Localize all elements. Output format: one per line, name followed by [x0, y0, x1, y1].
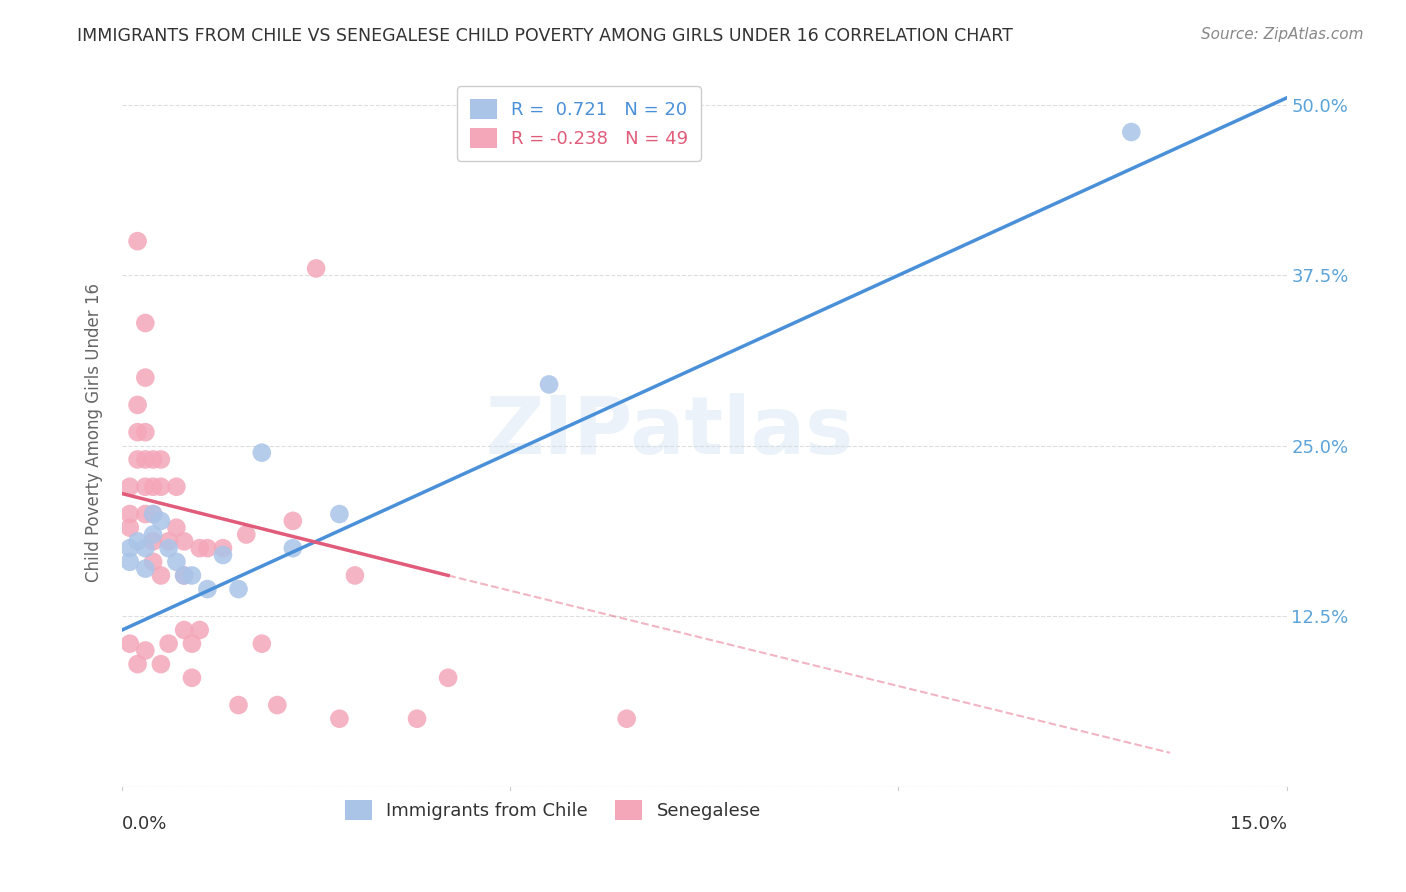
Text: IMMIGRANTS FROM CHILE VS SENEGALESE CHILD POVERTY AMONG GIRLS UNDER 16 CORRELATI: IMMIGRANTS FROM CHILE VS SENEGALESE CHIL…: [77, 27, 1014, 45]
Point: [188, 541, 211, 556]
Point: [212, 541, 235, 556]
Point: [118, 507, 141, 521]
Point: [149, 514, 172, 528]
Point: [406, 712, 429, 726]
Point: [134, 425, 156, 440]
Point: [173, 623, 195, 637]
Point: [228, 698, 250, 712]
Point: [118, 555, 141, 569]
Point: [173, 534, 195, 549]
Point: [235, 527, 257, 541]
Point: [149, 480, 172, 494]
Point: [173, 568, 195, 582]
Point: [266, 698, 288, 712]
Y-axis label: Child Poverty Among Girls Under 16: Child Poverty Among Girls Under 16: [86, 283, 103, 582]
Point: [134, 541, 156, 556]
Point: [616, 712, 638, 726]
Point: [118, 637, 141, 651]
Legend: Immigrants from Chile, Senegalese: Immigrants from Chile, Senegalese: [337, 793, 768, 828]
Text: ZIPatlas: ZIPatlas: [485, 393, 853, 471]
Point: [127, 452, 149, 467]
Point: [142, 507, 165, 521]
Point: [197, 541, 219, 556]
Point: [127, 398, 149, 412]
Text: 0.0%: 0.0%: [122, 815, 167, 833]
Point: [134, 452, 156, 467]
Point: [228, 582, 250, 596]
Point: [118, 541, 141, 556]
Point: [142, 555, 165, 569]
Point: [134, 316, 156, 330]
Point: [212, 548, 235, 562]
Point: [127, 657, 149, 672]
Point: [305, 261, 328, 276]
Point: [281, 541, 304, 556]
Point: [134, 643, 156, 657]
Point: [127, 534, 149, 549]
Point: [127, 234, 149, 248]
Point: [165, 480, 187, 494]
Point: [142, 534, 165, 549]
Point: [157, 637, 180, 651]
Text: Source: ZipAtlas.com: Source: ZipAtlas.com: [1201, 27, 1364, 42]
Point: [250, 445, 273, 459]
Point: [134, 561, 156, 575]
Point: [142, 452, 165, 467]
Point: [538, 377, 561, 392]
Point: [134, 370, 156, 384]
Point: [181, 637, 204, 651]
Point: [118, 480, 141, 494]
Point: [181, 568, 204, 582]
Point: [328, 712, 350, 726]
Point: [188, 623, 211, 637]
Point: [343, 568, 366, 582]
Point: [142, 527, 165, 541]
Point: [134, 507, 156, 521]
Point: [250, 637, 273, 651]
Point: [437, 671, 460, 685]
Point: [1121, 125, 1143, 139]
Point: [165, 521, 187, 535]
Point: [281, 514, 304, 528]
Point: [118, 521, 141, 535]
Point: [197, 582, 219, 596]
Point: [142, 507, 165, 521]
Point: [149, 452, 172, 467]
Point: [157, 534, 180, 549]
Point: [328, 507, 350, 521]
Point: [181, 671, 204, 685]
Point: [157, 541, 180, 556]
Point: [127, 425, 149, 440]
Text: 15.0%: 15.0%: [1230, 815, 1286, 833]
Point: [165, 555, 187, 569]
Point: [134, 480, 156, 494]
Point: [142, 480, 165, 494]
Point: [173, 568, 195, 582]
Point: [149, 657, 172, 672]
Point: [149, 568, 172, 582]
